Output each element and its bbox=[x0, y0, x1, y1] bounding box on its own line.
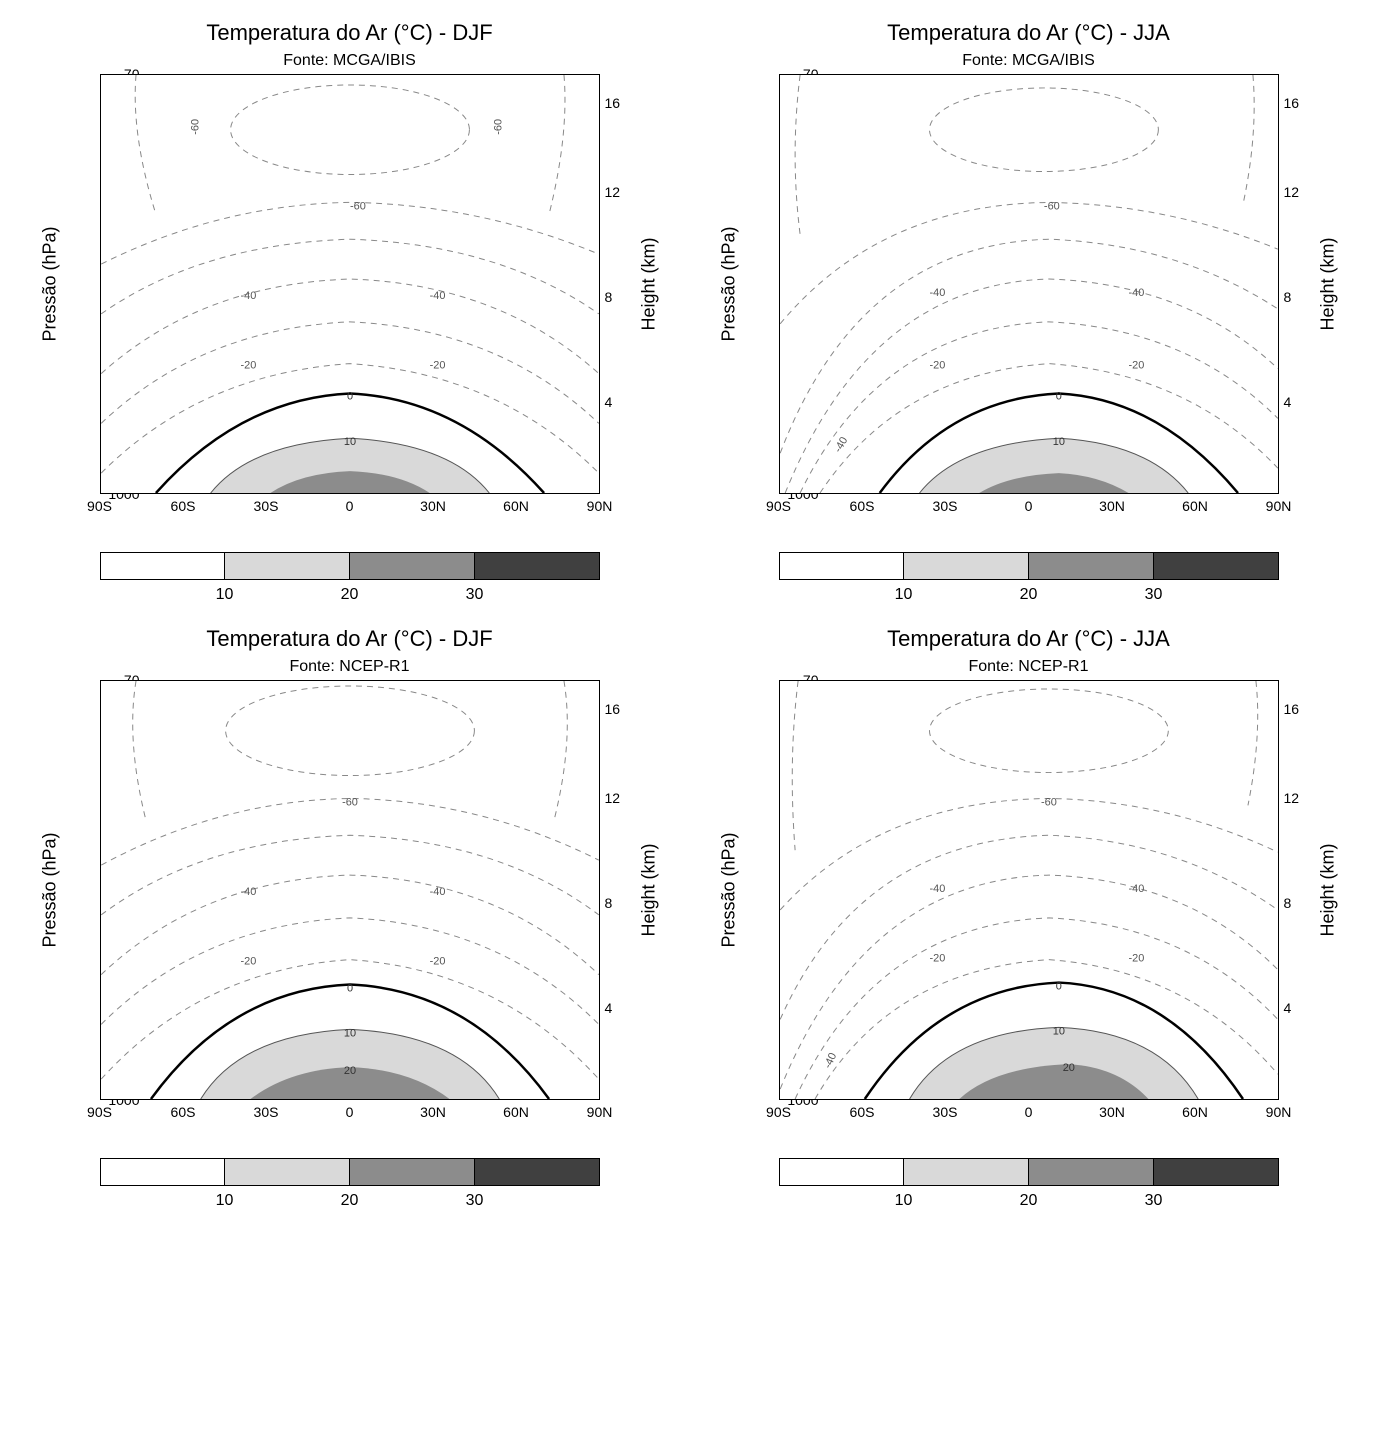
panel-ncep-jja: Temperatura do Ar (°C) - JJA Fonte: NCEP… bbox=[699, 626, 1358, 1212]
xaxis-ticks: 90S 60S 30S 0 30N 60N 90N bbox=[779, 1104, 1279, 1124]
svg-text:-20: -20 bbox=[1128, 953, 1144, 965]
svg-text:10: 10 bbox=[343, 1027, 355, 1039]
svg-text:20: 20 bbox=[343, 1065, 355, 1077]
contour-plot: 0 10 20 -20 -20 -40 -40 -60 -40 bbox=[779, 680, 1279, 1100]
colorbar: 10 20 30 bbox=[100, 1158, 600, 1212]
yaxis-right-label: Height (km) bbox=[639, 237, 660, 330]
label-n40: -40 bbox=[240, 290, 256, 302]
panel-mcga-jja: Temperatura do Ar (°C) - JJA Fonte: MCGA… bbox=[699, 20, 1358, 606]
label-n20: -20 bbox=[240, 360, 256, 372]
yaxis-left-label: Pressão (hPa) bbox=[718, 832, 739, 947]
yaxis-left-label: Pressão (hPa) bbox=[39, 832, 60, 947]
figure-grid: Temperatura do Ar (°C) - DJF Fonte: MCGA… bbox=[0, 0, 1378, 1232]
svg-text:-20: -20 bbox=[1128, 360, 1144, 372]
svg-text:-60: -60 bbox=[189, 119, 201, 135]
xaxis-ticks: 90S 60S 30S 0 30N 60N 90N bbox=[100, 498, 600, 518]
yaxis-right-label: Height (km) bbox=[1318, 843, 1339, 936]
yaxis-right-ticks: 4 8 12 16 bbox=[605, 74, 635, 494]
svg-text:-40: -40 bbox=[1128, 287, 1144, 299]
svg-text:20: 20 bbox=[1062, 1062, 1074, 1074]
svg-text:-20: -20 bbox=[240, 956, 256, 968]
contour-neg20b bbox=[101, 322, 599, 424]
colorbar-swatch-2 bbox=[350, 553, 475, 579]
yaxis-right-ticks: 4 8 12 16 bbox=[1284, 74, 1314, 494]
label-10: 10 bbox=[343, 436, 355, 448]
plot-area: Pressão (hPa) 1000 850 700 500 400 300 2… bbox=[719, 74, 1339, 494]
svg-text:-60: -60 bbox=[492, 119, 504, 135]
panel-subtitle: Fonte: MCGA/IBIS bbox=[962, 52, 1094, 70]
contour-plot: 0 10 -20 -20 -40 -40 -60 -40 bbox=[779, 74, 1279, 494]
colorbar-swatch-3 bbox=[475, 553, 599, 579]
yaxis-right-label: Height (km) bbox=[1318, 237, 1339, 330]
svg-text:0: 0 bbox=[1055, 390, 1061, 402]
svg-text:-20: -20 bbox=[929, 953, 945, 965]
svg-text:-40: -40 bbox=[821, 1051, 839, 1070]
yaxis-right-ticks: 4 8 12 16 bbox=[1284, 680, 1314, 1100]
svg-text:-40: -40 bbox=[429, 290, 445, 302]
panel-title: Temperatura do Ar (°C) - JJA bbox=[887, 626, 1170, 652]
panel-ncep-djf: Temperatura do Ar (°C) - DJF Fonte: NCEP… bbox=[20, 626, 679, 1212]
yaxis-left-label: Pressão (hPa) bbox=[39, 226, 60, 341]
label-0: 0 bbox=[346, 390, 352, 402]
panel-mcga-djf: Temperatura do Ar (°C) - DJF Fonte: MCGA… bbox=[20, 20, 679, 606]
yaxis-left-label: Pressão (hPa) bbox=[718, 226, 739, 341]
xaxis-ticks: 90S 60S 30S 0 30N 60N 90N bbox=[100, 1104, 600, 1124]
colorbar-swatch-1 bbox=[225, 553, 350, 579]
contour-plot: 0 10 20 -20 -20 -40 -40 -60 bbox=[100, 680, 600, 1100]
svg-text:-60: -60 bbox=[342, 796, 358, 808]
yaxis-right-label: Height (km) bbox=[639, 843, 660, 936]
svg-text:-40: -40 bbox=[1128, 883, 1144, 895]
colorbar-swatch-0 bbox=[101, 553, 226, 579]
panel-subtitle: Fonte: NCEP-R1 bbox=[968, 658, 1088, 676]
svg-text:-40: -40 bbox=[929, 287, 945, 299]
svg-text:-60: -60 bbox=[1043, 200, 1059, 212]
svg-text:10: 10 bbox=[1052, 1025, 1064, 1037]
svg-text:-40: -40 bbox=[429, 886, 445, 898]
colorbar: 10 20 30 bbox=[779, 552, 1279, 606]
plot-area: Pressão (hPa) 1000 850 700 500 400 300 2… bbox=[719, 680, 1339, 1100]
panel-title: Temperatura do Ar (°C) - DJF bbox=[206, 20, 492, 46]
svg-text:10: 10 bbox=[1052, 436, 1064, 448]
colorbar: 10 20 30 bbox=[100, 552, 600, 606]
svg-text:-20: -20 bbox=[929, 360, 945, 372]
svg-text:-60: -60 bbox=[1040, 796, 1056, 808]
contour-neg40a bbox=[101, 279, 599, 374]
svg-text:-20: -20 bbox=[429, 360, 445, 372]
contour-neg40b bbox=[101, 239, 599, 314]
svg-text:-40: -40 bbox=[929, 883, 945, 895]
svg-text:-40: -40 bbox=[240, 886, 256, 898]
panel-subtitle: Fonte: NCEP-R1 bbox=[289, 658, 409, 676]
panel-subtitle: Fonte: MCGA/IBIS bbox=[283, 52, 415, 70]
xaxis-ticks: 90S 60S 30S 0 30N 60N 90N bbox=[779, 498, 1279, 518]
panel-title: Temperatura do Ar (°C) - JJA bbox=[887, 20, 1170, 46]
plot-area: Pressão (hPa) 1000 850 700 500 400 300 2… bbox=[40, 74, 660, 494]
colorbar: 10 20 30 bbox=[779, 1158, 1279, 1212]
contour-cold-closed bbox=[230, 85, 469, 175]
panel-title: Temperatura do Ar (°C) - DJF bbox=[206, 626, 492, 652]
yaxis-right-ticks: 4 8 12 16 bbox=[605, 680, 635, 1100]
svg-text:0: 0 bbox=[1055, 981, 1061, 993]
svg-text:-40: -40 bbox=[832, 435, 850, 455]
svg-text:-20: -20 bbox=[429, 956, 445, 968]
plot-area: Pressão (hPa) 1000 850 700 500 400 300 2… bbox=[40, 680, 660, 1100]
label-n60: -60 bbox=[350, 200, 366, 212]
svg-text:0: 0 bbox=[346, 983, 352, 995]
contour-plot: 0 10 -20 -20 -40 -40 -60 -60 -60 bbox=[100, 74, 600, 494]
